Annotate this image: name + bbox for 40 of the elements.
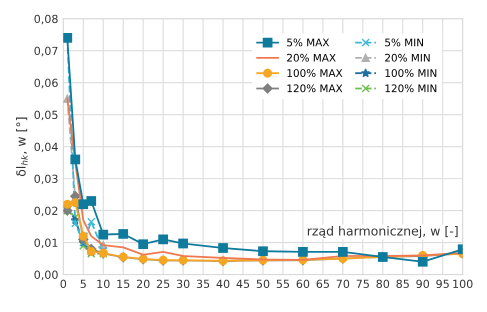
- x-tick-label: 95: [436, 280, 449, 288]
- x-tick-label: 100: [453, 280, 473, 288]
- x-tick-label: 35: [196, 280, 210, 288]
- y-tick-label: 0,07: [34, 46, 58, 56]
- x-tick-label: 20: [136, 280, 150, 288]
- x-tick-label: 0: [60, 280, 66, 288]
- y-tick-label: 0,05: [34, 110, 58, 120]
- x-tick-label: 65: [316, 280, 329, 288]
- y-tick-label: 0,02: [34, 206, 58, 216]
- x-axis-title: rząd harmonicznej, w [-]: [308, 226, 458, 238]
- x-tick-label: 5: [80, 280, 86, 288]
- x-tick-label: 30: [176, 280, 190, 288]
- y-tick-label: 0,08: [34, 14, 58, 24]
- y-tick-label: 0,03: [34, 174, 58, 184]
- legend-label: 5% MIN: [385, 38, 424, 46]
- legend-label: 100% MIN: [386, 69, 436, 77]
- legend-label: 120% MIN: [386, 84, 436, 92]
- y-tick-label: 0,06: [34, 78, 58, 88]
- x-tick-label: 75: [356, 280, 369, 288]
- legend-label: 20% MIN: [385, 54, 430, 62]
- x-tick-label: 40: [216, 280, 230, 288]
- y-tick-label: 0,01: [34, 238, 58, 248]
- x-tick-label: 55: [276, 280, 290, 288]
- legend-label: 5% MAX: [287, 38, 330, 46]
- y-tick-label: 0,04: [34, 142, 58, 152]
- x-tick-label: 15: [117, 280, 130, 288]
- x-tick-label: 50: [256, 280, 270, 288]
- y-axis-title: δl$_{hk}$, w [°]: [16, 118, 28, 176]
- x-tick-label: 45: [236, 280, 250, 288]
- x-tick-label: 90: [416, 280, 430, 288]
- x-tick-label: 60: [296, 280, 310, 288]
- legend-label: 100% MAX: [287, 69, 342, 77]
- x-tick-label: 80: [376, 280, 390, 288]
- legend-label: 120% MAX: [287, 84, 342, 92]
- x-tick-label: 85: [396, 280, 409, 288]
- legend-label: 20% MAX: [287, 54, 336, 62]
- x-tick-label: 70: [336, 280, 350, 288]
- x-tick-label: 10: [97, 280, 110, 288]
- y-tick-label: 0,00: [34, 270, 58, 280]
- x-tick-label: 25: [156, 280, 170, 288]
